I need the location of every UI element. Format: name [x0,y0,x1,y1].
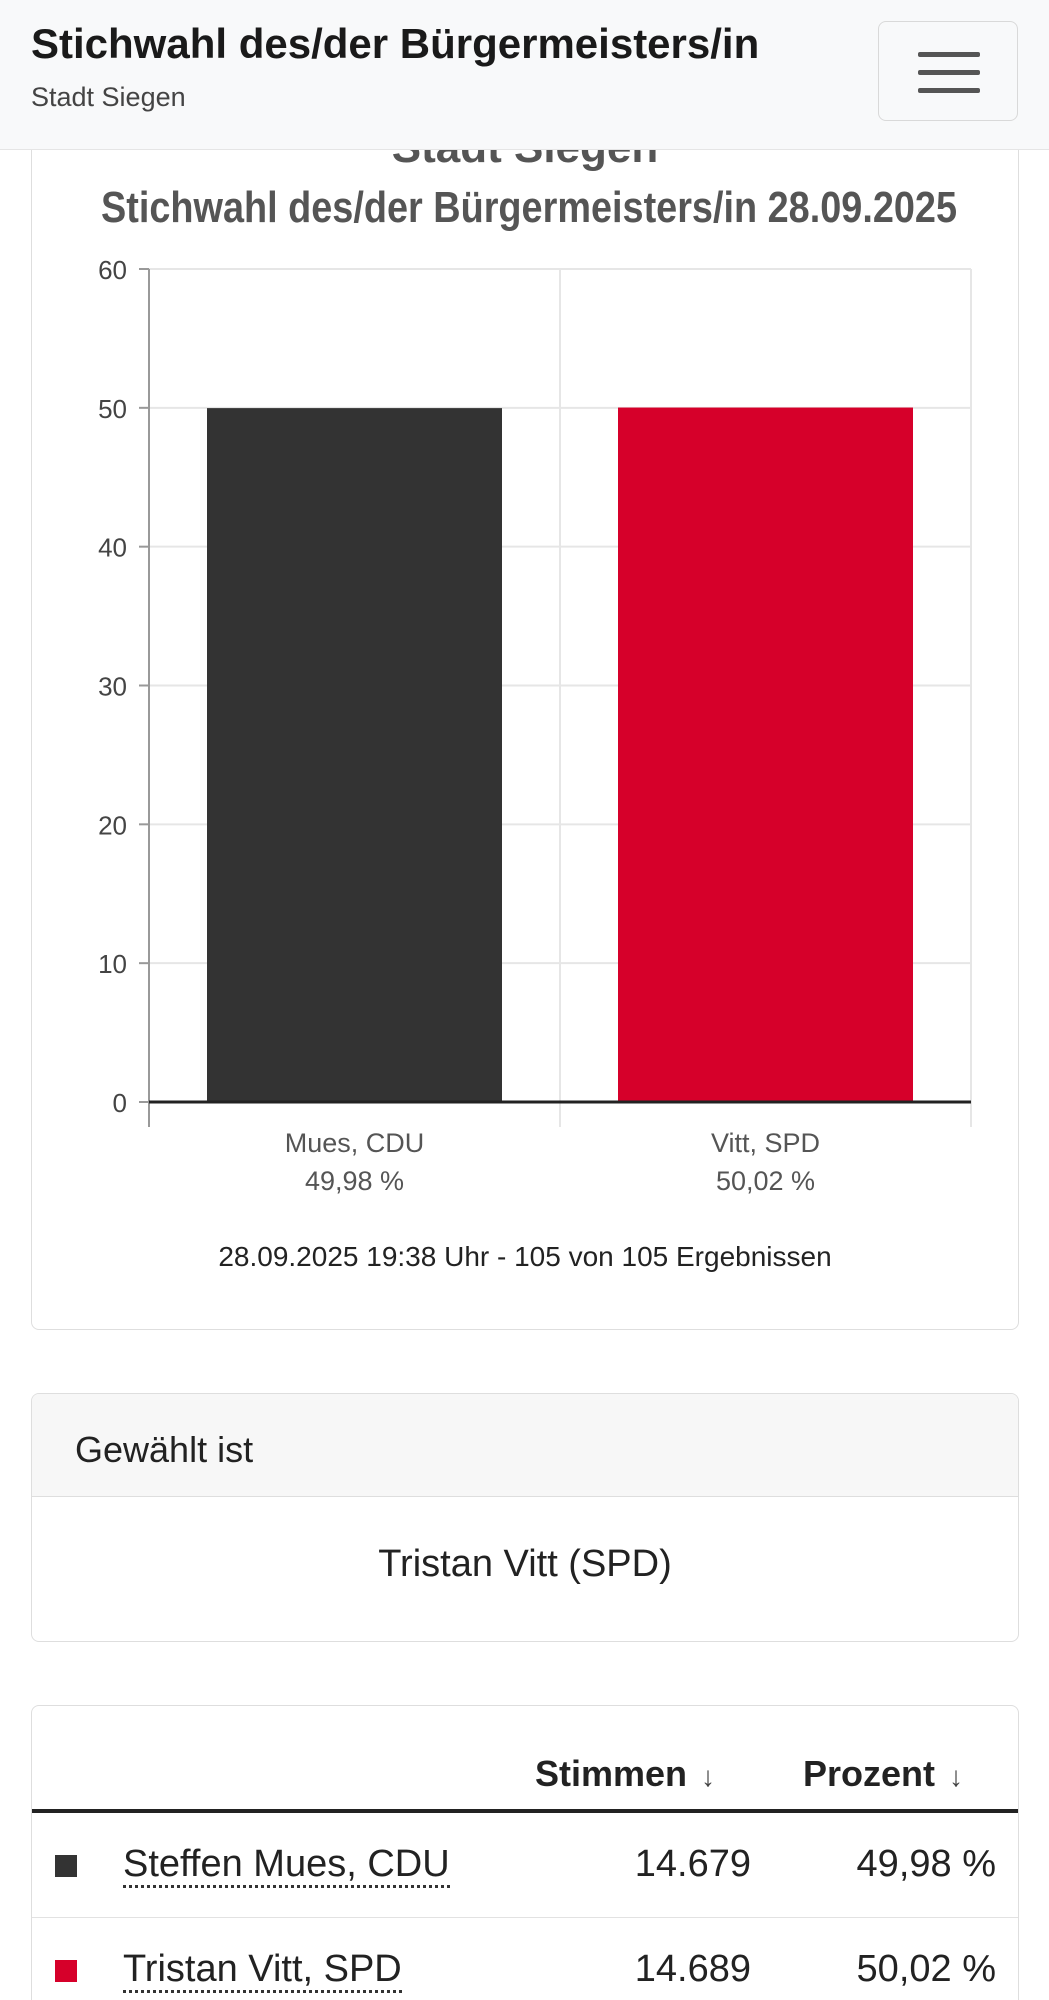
candidate-link[interactable]: Tristan Vitt, SPD [123,1948,402,1993]
color-square-icon [55,1855,77,1877]
page-subtitle: Stadt Siegen [31,82,186,112]
y-tick-label: 40 [98,533,127,563]
table-header-divider [32,1809,1018,1813]
elected-winner: Tristan Vitt (SPD) [378,1543,672,1585]
column-header-votes[interactable]: Stimmen ↓ [535,1753,715,1795]
elected-card-header: Gewählt ist [32,1394,1018,1497]
y-tick-label: 20 [98,810,127,840]
table-row: Tristan Vitt, SPD 14.689 50,02 % [32,1918,1018,2000]
percent-cell: 49,98 % [856,1843,996,1885]
y-tick-label: 30 [98,672,127,702]
sort-arrow-icon: ↓ [949,1761,964,1792]
x-tick-label: Vitt, SPD [711,1128,820,1158]
top-navbar: Stichwahl des/der Bürgermeisters/in Stad… [0,0,1049,150]
column-votes-label: Stimmen [535,1753,688,1794]
menu-toggle-button[interactable] [878,21,1018,121]
chart-card: Stadt Siegen Stichwahl des/der Bürgermei… [31,80,1019,1330]
table-row: Steffen Mues, CDU 14.679 49,98 % [32,1813,1018,1918]
votes-cell: 14.689 [634,1948,751,1990]
y-tick-label: 0 [113,1088,127,1118]
color-square-icon [55,1960,77,1982]
hamburger-menu-icon-bar [918,88,980,93]
y-tick-label: 50 [98,394,127,424]
data-label: 50,02 % [716,1166,815,1196]
sort-arrow-icon: ↓ [701,1761,716,1792]
chart-footer-status: 28.09.2025 19:38 Uhr - 105 von 105 Ergeb… [218,1241,832,1272]
elected-card: Gewählt ist Tristan Vitt (SPD) [31,1393,1019,1642]
bar [618,407,913,1102]
y-tick-label: 10 [98,949,127,979]
x-tick-label: Mues, CDU [285,1128,425,1158]
hamburger-menu-icon-bar [918,70,980,75]
column-percent-label: Prozent [803,1753,936,1794]
y-tick-label: 60 [98,255,127,285]
data-label: 49,98 % [305,1166,404,1196]
bar [207,408,502,1103]
chart-title: Stichwahl des/der Bürgermeisters/in 28.0… [101,183,958,232]
candidate-link[interactable]: Steffen Mues, CDU [123,1843,450,1888]
page-title: Stichwahl des/der Bürgermeisters/in [31,20,760,67]
hamburger-menu-icon [918,52,980,57]
votes-cell: 14.679 [634,1843,751,1885]
bar-chart: 0 10 20 30 40 50 60 Mues, CDU 49,98 % Vitt, SPD 50… [98,255,972,1196]
results-table: Stimmen ↓ Prozent ↓ Steffen Mues, CDU 14.6… [31,1705,1019,2000]
percent-cell: 50,02 % [856,1948,996,1990]
column-header-percent[interactable]: Prozent ↓ [803,1753,963,1795]
